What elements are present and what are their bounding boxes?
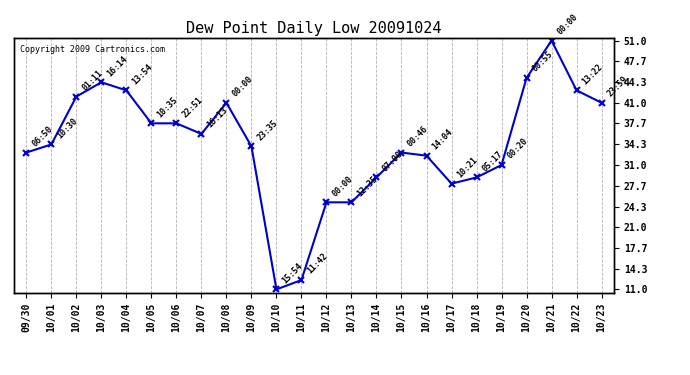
Text: 13:22: 13:22 — [581, 62, 605, 86]
Text: 16:14: 16:14 — [106, 54, 130, 78]
Text: 16:13: 16:13 — [206, 106, 230, 130]
Text: 00:55: 00:55 — [531, 50, 555, 74]
Text: 10:21: 10:21 — [455, 156, 480, 180]
Text: 07:00: 07:00 — [381, 149, 405, 173]
Text: 06:50: 06:50 — [30, 124, 55, 148]
Text: 23:35: 23:35 — [255, 118, 279, 142]
Text: 22:51: 22:51 — [181, 95, 205, 119]
Text: 23:59: 23:59 — [606, 75, 630, 99]
Text: 11:42: 11:42 — [306, 252, 330, 276]
Text: 00:46: 00:46 — [406, 124, 430, 148]
Text: 12:35: 12:35 — [355, 174, 380, 198]
Text: Copyright 2009 Cartronics.com: Copyright 2009 Cartronics.com — [20, 45, 165, 54]
Text: 01:11: 01:11 — [81, 68, 105, 92]
Text: 15:54: 15:54 — [281, 261, 305, 285]
Text: 00:00: 00:00 — [230, 75, 255, 99]
Text: 10:35: 10:35 — [155, 95, 179, 119]
Text: 00:20: 00:20 — [506, 137, 530, 161]
Text: 13:54: 13:54 — [130, 62, 155, 86]
Text: 00:00: 00:00 — [555, 12, 580, 36]
Text: 14:04: 14:04 — [431, 128, 455, 152]
Text: 00:00: 00:00 — [331, 174, 355, 198]
Title: Dew Point Daily Low 20091024: Dew Point Daily Low 20091024 — [186, 21, 442, 36]
Text: 05:17: 05:17 — [481, 149, 505, 173]
Text: 10:30: 10:30 — [55, 116, 79, 140]
